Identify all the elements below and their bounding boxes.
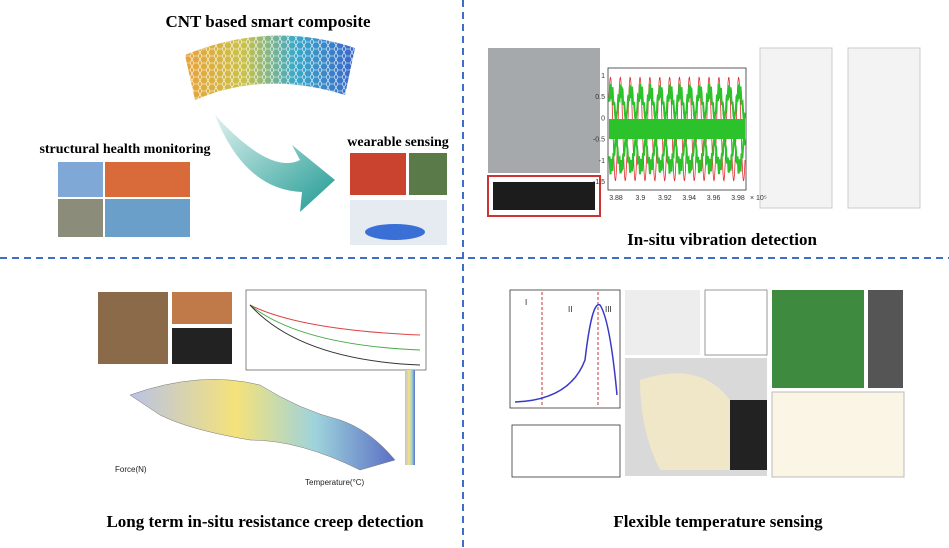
tick-label: 3.9 [636, 195, 646, 202]
graphical-abstract: CNT based smart composite structural hea… [0, 0, 949, 548]
panel-title: In-situ vibration detection [627, 230, 817, 249]
panel-title: Flexible temperature sensing [613, 512, 823, 531]
tick-label: -0.5 [593, 137, 605, 144]
tick-label: -1 [599, 158, 605, 165]
axis-label: Temperature(°C) [305, 478, 365, 487]
photos [625, 290, 904, 477]
tick-label: 1 [601, 73, 605, 80]
temperature-plot [510, 290, 620, 477]
panel-title: CNT based smart composite [165, 12, 371, 31]
photos [98, 290, 426, 370]
tick-label: 3.88 [609, 195, 623, 202]
region-label: I [525, 298, 527, 307]
tick-label: 3.92 [658, 195, 672, 202]
tick-label: 3.98 [731, 195, 745, 202]
tick-label: -1.5 [593, 179, 605, 186]
region-label: II [568, 305, 572, 314]
axis-unit: × 10⁵ [750, 195, 767, 202]
tick-label: 0 [601, 115, 605, 122]
region-label: III [605, 305, 612, 314]
signal-band [609, 119, 745, 139]
creep-surface [130, 370, 415, 470]
label: wearable sensing [347, 135, 449, 150]
nanotube [185, 36, 355, 100]
panel-title: Long term in-situ resistance creep detec… [106, 512, 424, 531]
vibration-plot: 1 0.5 0 -0.5 -1 -1.5 3.88 3.9 3.92 3.94 3.96 3.98 × … [593, 68, 767, 202]
label: structural health monitoring [39, 142, 210, 157]
arrow [215, 115, 335, 212]
tick-label: 3.96 [707, 195, 721, 202]
tick-label: 3.94 [682, 195, 696, 202]
tick-label: 0.5 [595, 94, 605, 101]
axis-label: Force(N) [115, 465, 147, 474]
